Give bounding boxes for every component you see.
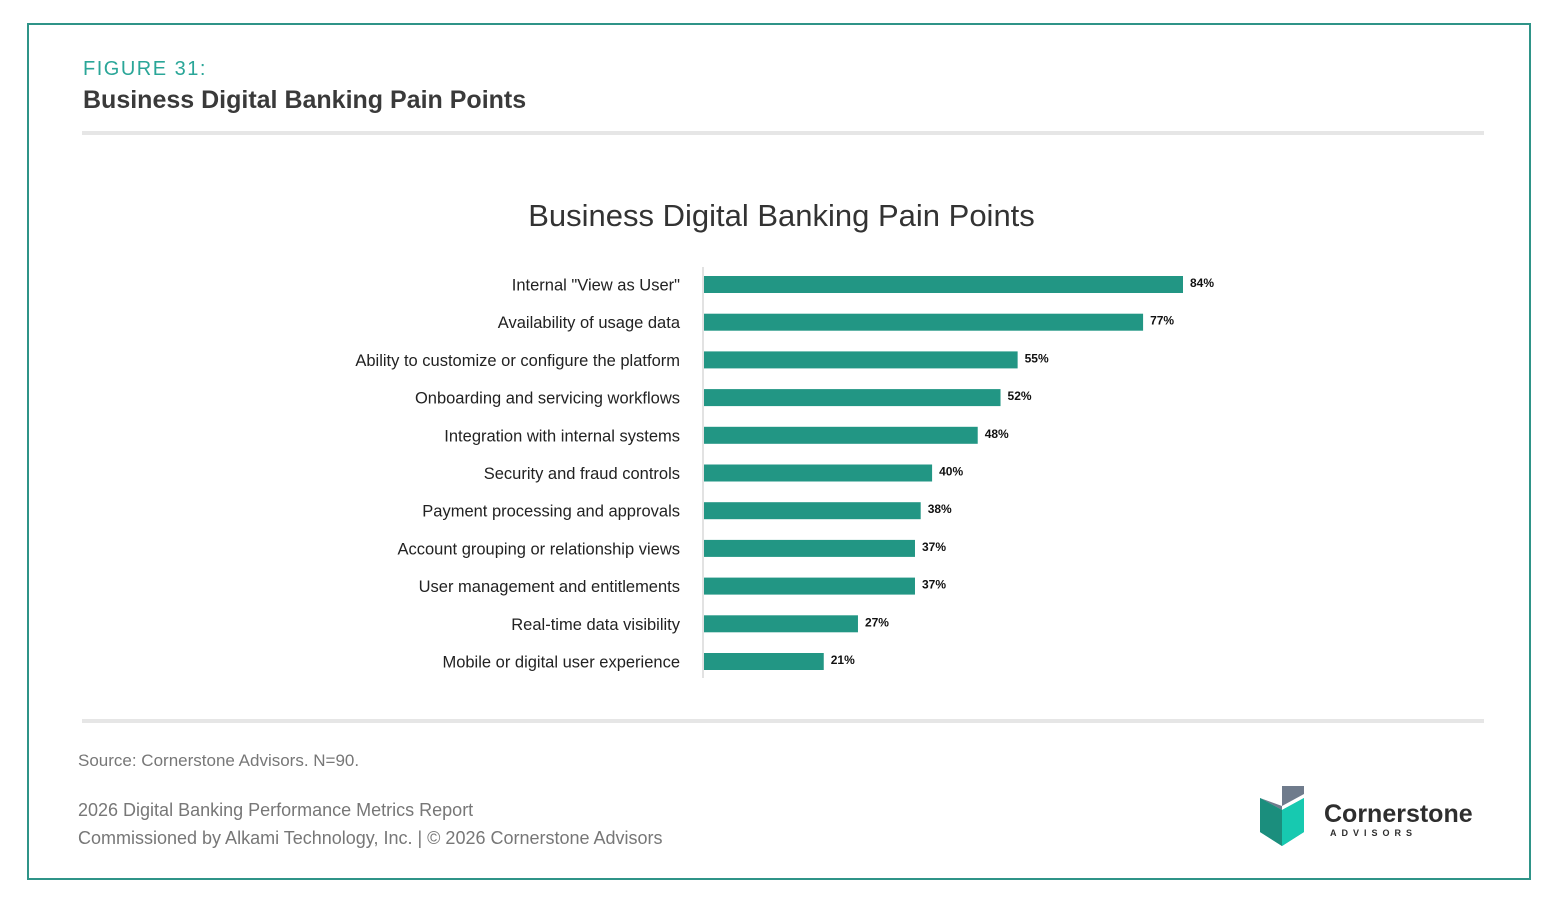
bar <box>704 653 824 670</box>
bar <box>704 464 933 482</box>
figure-label: FIGURE 31: <box>83 58 207 80</box>
category-label: Payment processing and approvals <box>422 503 680 521</box>
bar <box>704 426 978 444</box>
bottom-divider <box>82 719 1484 723</box>
top-divider <box>82 131 1484 135</box>
bar <box>704 389 1001 407</box>
commission-note: Commissioned by Alkami Technology, Inc. … <box>78 828 663 848</box>
logo-name: Cornerstone <box>1324 800 1473 828</box>
data-label: 84% <box>1190 276 1214 290</box>
data-label: 77% <box>1150 314 1174 328</box>
category-label: Internal "View as User" <box>512 277 680 295</box>
category-label: Availability of usage data <box>498 314 681 332</box>
bar <box>704 615 858 633</box>
data-label: 37% <box>922 578 946 592</box>
category-label: Integration with internal systems <box>444 427 680 445</box>
data-label: 37% <box>922 540 946 554</box>
category-label: Security and fraud controls <box>484 465 680 483</box>
source-note: Source: Cornerstone Advisors. N=90. <box>78 751 360 770</box>
bar <box>704 577 915 595</box>
bar <box>704 502 921 520</box>
category-label: Account grouping or relationship views <box>398 540 681 558</box>
bar <box>704 313 1144 331</box>
bar <box>704 539 915 557</box>
data-label: 52% <box>1008 389 1032 403</box>
logo-subtitle: ADVISORS <box>1330 828 1418 838</box>
data-label: 38% <box>928 502 952 516</box>
chart-title: Business Digital Banking Pain Points <box>528 198 1035 233</box>
category-label: Real-time data visibility <box>511 616 680 634</box>
data-label: 27% <box>865 615 889 629</box>
data-label: 55% <box>1025 351 1049 365</box>
category-label: Mobile or digital user experience <box>442 654 680 672</box>
bar <box>704 351 1018 369</box>
data-label: 40% <box>939 465 963 479</box>
category-label: Onboarding and servicing workflows <box>415 390 680 408</box>
figure-frame <box>27 23 1531 880</box>
category-label: Ability to customize or configure the pl… <box>355 352 680 370</box>
report-title: 2026 Digital Banking Performance Metrics… <box>78 800 474 820</box>
data-label: 21% <box>831 653 855 667</box>
category-label: User management and entitlements <box>419 578 680 596</box>
data-label: 48% <box>985 427 1009 441</box>
bar <box>704 276 1183 293</box>
cornerstone-logo-icon <box>1260 786 1304 846</box>
figure-title: Business Digital Banking Pain Points <box>83 86 527 114</box>
